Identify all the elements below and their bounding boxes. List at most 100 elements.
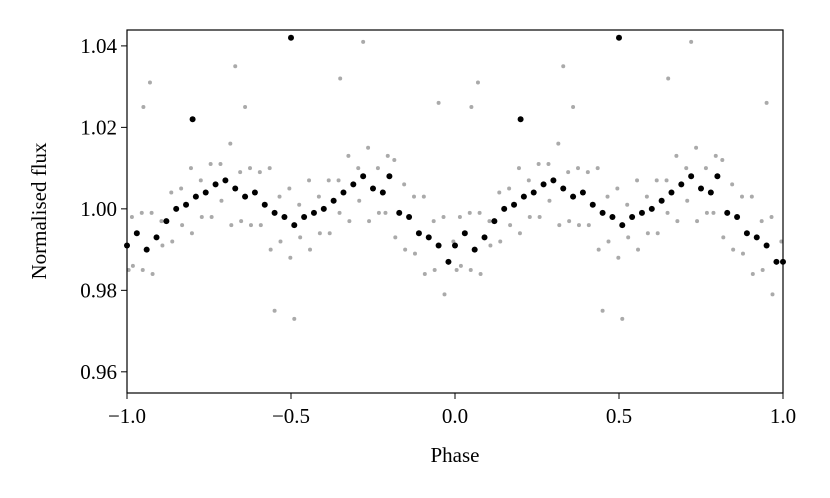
data-point (481, 234, 488, 241)
data-point (750, 272, 755, 277)
y-tick-label: 1.02 (80, 115, 117, 139)
data-point (350, 181, 357, 188)
data-point (422, 272, 427, 277)
data-point (257, 170, 262, 175)
data-point (713, 153, 718, 158)
data-point (251, 189, 258, 196)
data-point (141, 105, 146, 109)
x-tick-label: −0.5 (272, 404, 310, 428)
data-point (393, 235, 398, 240)
data-point (192, 193, 199, 200)
data-point (170, 239, 175, 244)
data-point (576, 223, 581, 228)
data-point (130, 263, 135, 268)
data-point (340, 189, 347, 196)
data-point (375, 166, 380, 171)
data-point (218, 162, 223, 167)
x-tick-label: 0.0 (442, 404, 468, 428)
data-point (267, 166, 272, 171)
data-point (629, 214, 636, 220)
data-point (281, 214, 288, 220)
data-point (536, 162, 541, 167)
data-point (336, 178, 341, 183)
data-point (143, 246, 150, 253)
data-point (140, 267, 145, 272)
data-point (734, 214, 741, 220)
data-point (638, 209, 645, 216)
data-point (526, 178, 531, 183)
data-point (730, 182, 735, 187)
data-point (198, 178, 203, 183)
data-point (759, 219, 764, 224)
data-point (317, 231, 322, 236)
data-point (689, 39, 694, 44)
x-tick-label: −1.0 (108, 404, 146, 428)
data-point (619, 222, 626, 229)
data-point (658, 197, 665, 204)
data-point (139, 210, 144, 215)
data-point (441, 215, 446, 219)
data-point (412, 194, 416, 199)
data-point (550, 177, 557, 184)
data-point (497, 190, 502, 195)
data-point (557, 223, 562, 228)
data-point (655, 231, 660, 236)
data-point (383, 210, 388, 215)
data-point (436, 100, 441, 105)
data-point (743, 230, 750, 237)
data-point (724, 209, 731, 216)
data-point (199, 215, 204, 219)
data-point (471, 246, 478, 253)
data-point (169, 190, 174, 195)
data-point (635, 178, 640, 183)
plot-area (124, 34, 786, 321)
data-point (403, 247, 408, 252)
data-point (605, 194, 610, 199)
data-point (366, 145, 371, 150)
data-point (674, 153, 679, 158)
data-point (561, 64, 566, 69)
data-point (508, 223, 513, 228)
data-point (556, 141, 561, 146)
data-point (731, 247, 736, 252)
data-point (571, 105, 576, 109)
data-point (773, 258, 780, 265)
data-point (596, 247, 601, 252)
data-point (258, 223, 263, 228)
data-point (703, 166, 708, 171)
data-point (288, 255, 293, 260)
data-point (298, 235, 303, 240)
data-point (547, 198, 552, 203)
data-point (415, 230, 422, 237)
data-point (435, 242, 442, 249)
data-point (595, 166, 600, 171)
data-point (477, 210, 482, 215)
data-point (173, 205, 180, 212)
x-axis-label: Phase (431, 443, 480, 467)
data-point (763, 242, 770, 249)
data-point (219, 198, 224, 203)
data-point (242, 193, 249, 200)
data-point (589, 201, 596, 208)
data-point (209, 215, 214, 219)
data-point (711, 210, 716, 215)
data-point (540, 181, 547, 188)
data-point (277, 194, 282, 199)
data-point (488, 243, 493, 248)
data-point (129, 215, 134, 219)
y-tick-label: 0.96 (80, 360, 117, 384)
data-point (517, 116, 524, 123)
data-point (338, 76, 343, 81)
data-point (579, 189, 586, 196)
data-point (188, 166, 193, 171)
data-point (272, 308, 277, 313)
data-point (238, 170, 243, 175)
data-point (664, 178, 669, 183)
data-point (229, 223, 234, 228)
data-point (740, 194, 744, 199)
data-point (678, 181, 685, 188)
data-point (537, 215, 542, 219)
data-point (316, 194, 321, 199)
data-point (616, 255, 621, 260)
data-point (469, 105, 474, 109)
